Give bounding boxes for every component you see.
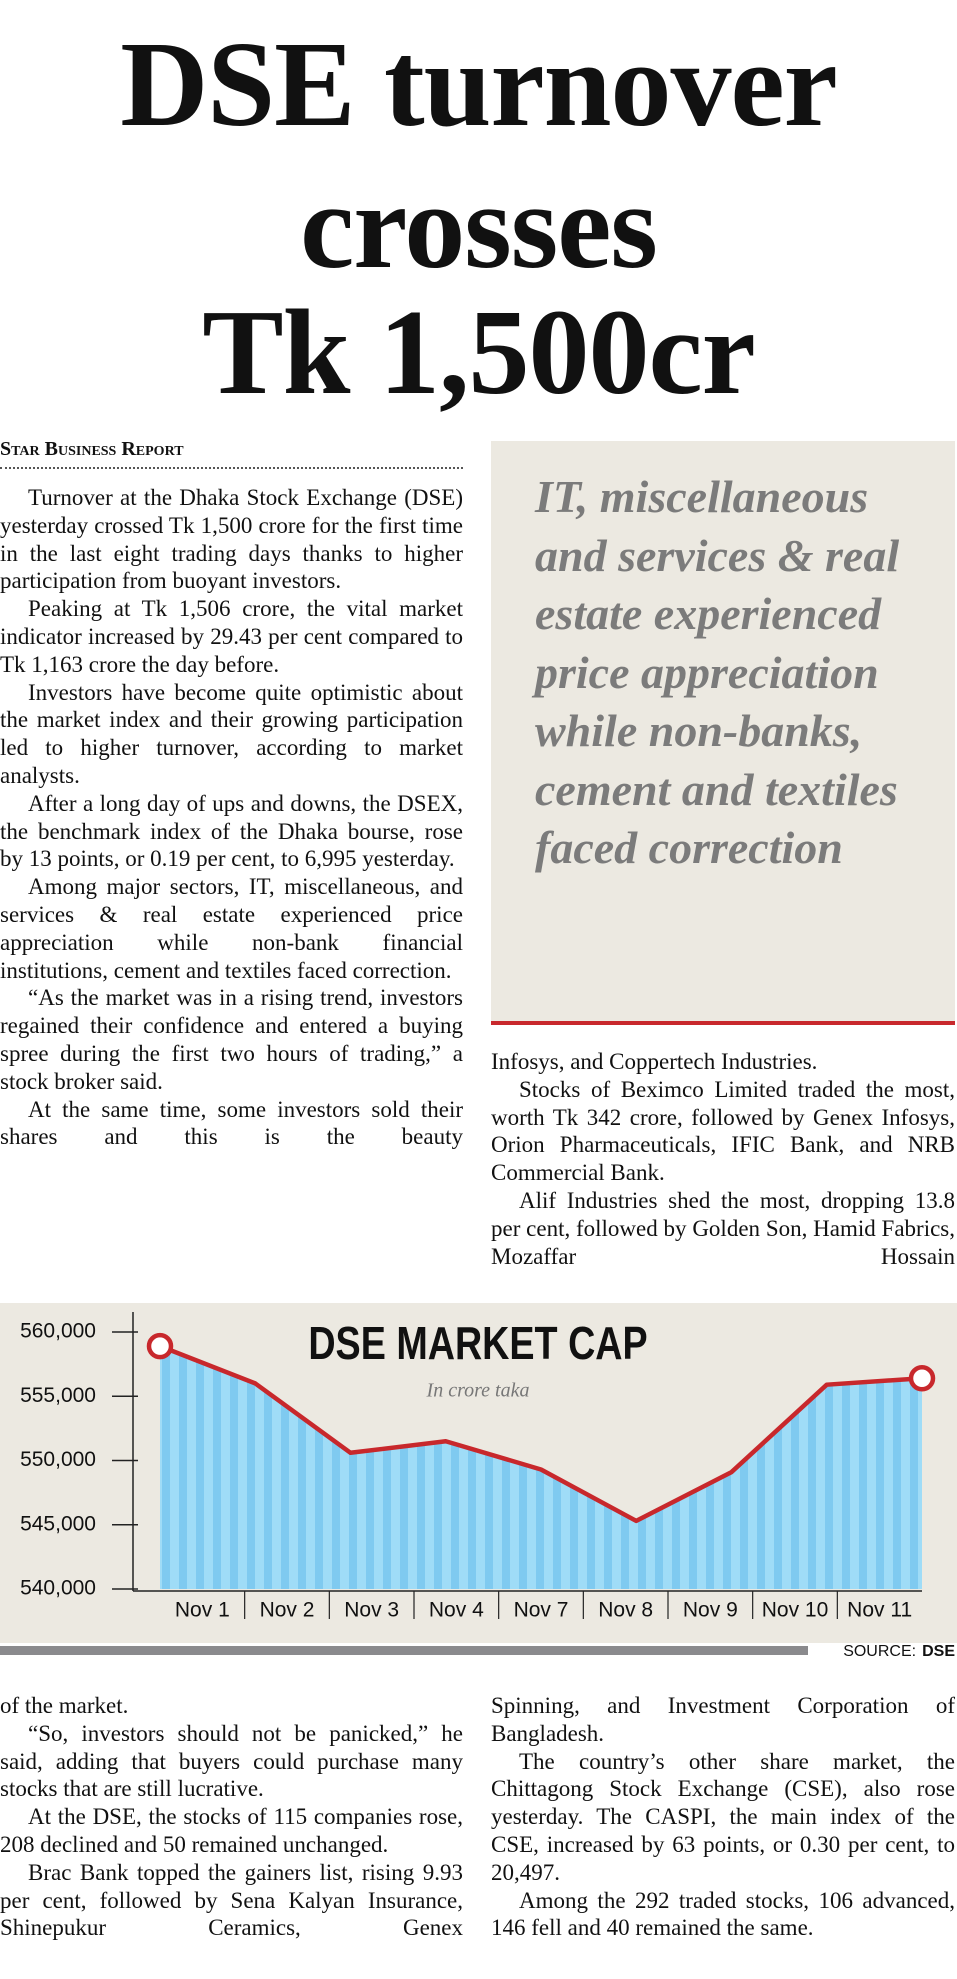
paragraph: “So, investors should not be panicked,” …: [0, 1720, 463, 1802]
paragraph: At the DSE, the stocks of 115 companies …: [0, 1804, 463, 1857]
column: of the market. “So, investors should not …: [0, 1692, 463, 1979]
source-name: DSE: [922, 1643, 955, 1660]
line: [159, 1344, 923, 1524]
x-tick-label: Nov 8: [598, 1599, 653, 1622]
paragraph: Peaking at Tk 1,506 crore, the vital mar…: [0, 596, 463, 677]
headline: DSE turnover: [120, 17, 838, 152]
column: Spinning, and Investment Corporation of …: [491, 1692, 955, 1979]
chart-subtitle: In crore taka: [426, 1380, 530, 1402]
column: Infosys, and Coppertech Industries. Stock…: [491, 1048, 955, 1270]
paragraph: of the market.: [0, 1693, 129, 1718]
x-tick-label: Nov 3: [344, 1599, 399, 1622]
y-tick-label: 550,000: [20, 1448, 96, 1471]
headline: crosses: [300, 159, 658, 294]
x-tick-label: Nov 7: [514, 1599, 569, 1622]
headline: Tk 1,500cr: [202, 285, 756, 420]
source: SOURCE: DSE: [843, 1643, 955, 1660]
end-marker: [908, 1365, 936, 1392]
y-tick-label: 545,000: [20, 1512, 96, 1535]
paragraph: “As the market was in a rising trend, in…: [0, 985, 463, 1094]
chart-title: DSE MARKET CAP: [308, 1318, 647, 1369]
paragraph: After a long day of ups and downs, the D…: [0, 790, 463, 872]
y-tick-label: 560,000: [20, 1320, 96, 1343]
column: Turnover at the Dhaka Stock Exchange (DS…: [0, 484, 463, 1269]
pull-quote: IT, miscellaneous and services & real es…: [535, 471, 900, 873]
paragraph: Spinning, and Investment Corporation of …: [491, 1693, 955, 1746]
area: [160, 1346, 922, 1589]
x-tick-label: Nov 2: [260, 1599, 315, 1622]
paragraph: The country’s other share market, the Ch…: [491, 1748, 955, 1885]
paragraph: Alif Industries shed the most, dropping …: [491, 1187, 955, 1269]
x-tick-label: Nov 1: [175, 1599, 230, 1622]
x-tick-label: Nov 9: [683, 1599, 738, 1622]
paragraph: Infosys, and Coppertech Industries.: [491, 1049, 818, 1074]
paragraph: Among the 292 traded stocks, 106 advance…: [491, 1887, 955, 1941]
x-tick-label: Nov 4: [429, 1599, 484, 1622]
pull-quote-box: IT, miscellaneous and services & real es…: [491, 441, 955, 1025]
paragraph: Turnover at the Dhaka Stock Exchange (DS…: [0, 485, 463, 594]
y-tick-label: 555,000: [20, 1384, 96, 1407]
paragraph: Brac Bank topped the gainers list, risin…: [0, 1859, 463, 1941]
y-tick-label: 540,000: [20, 1577, 96, 1600]
x-tick-label: Nov 11: [847, 1599, 912, 1622]
byline: Star Business Report: [0, 438, 463, 469]
end-marker: [146, 1332, 174, 1360]
paragraph: Investors have become quite optimistic a…: [0, 679, 463, 788]
chart: 540,000 545,000 550,000 555,000 560,000 Nov 1…: [0, 1303, 957, 1660]
paragraph: Stocks of Beximco Limited traded the mos…: [491, 1076, 955, 1186]
source-label: SOURCE:: [843, 1643, 916, 1660]
x-tick-label: Nov 10: [762, 1599, 829, 1622]
paragraph: At the same time, some investors sold th…: [0, 1096, 463, 1150]
paragraph: Among major sectors, IT, miscellaneous, …: [0, 874, 463, 983]
source-bar: [0, 1646, 808, 1655]
